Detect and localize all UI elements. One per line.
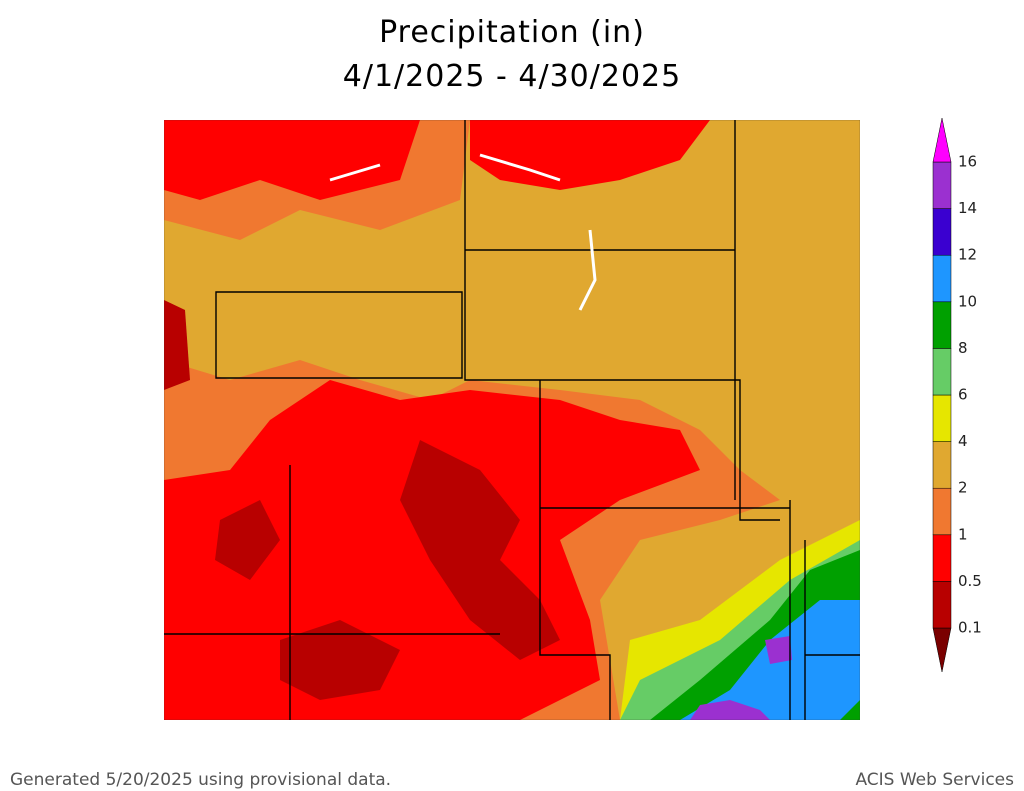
legend-swatch <box>932 441 952 489</box>
legend-label: 16 <box>958 153 977 171</box>
legend-swatch <box>932 254 952 303</box>
legend-swatch <box>932 534 952 582</box>
legend-swatch <box>932 161 952 209</box>
title-line: 4/1/2025 - 4/30/2025 <box>343 59 681 94</box>
legend-label: 0.5 <box>958 572 982 590</box>
legend-swatch <box>932 301 952 349</box>
map <box>164 120 860 720</box>
footer-credit: ACIS Web Services <box>855 770 1014 790</box>
legend-label: 1 <box>958 525 968 543</box>
legend-label: 10 <box>958 292 977 310</box>
legend-swatch <box>932 348 952 396</box>
legend-label: 0.1 <box>958 619 982 637</box>
legend-label: 8 <box>958 339 968 357</box>
legend-label: 6 <box>958 386 968 404</box>
footer-note: Generated 5/20/2025 using provisional da… <box>10 770 391 790</box>
legend-swatch <box>932 487 952 536</box>
legend-swatch <box>932 581 952 629</box>
legend-swatch <box>932 627 952 673</box>
legend-label: 4 <box>958 432 968 450</box>
legend-swatch <box>932 117 952 163</box>
legend-label: 12 <box>958 246 977 264</box>
legend-label: 2 <box>958 479 968 497</box>
legend-label: 14 <box>958 199 977 217</box>
title-line: Precipitation (in) <box>379 15 645 50</box>
legend-swatch <box>932 394 952 442</box>
legend-swatch <box>932 208 952 256</box>
